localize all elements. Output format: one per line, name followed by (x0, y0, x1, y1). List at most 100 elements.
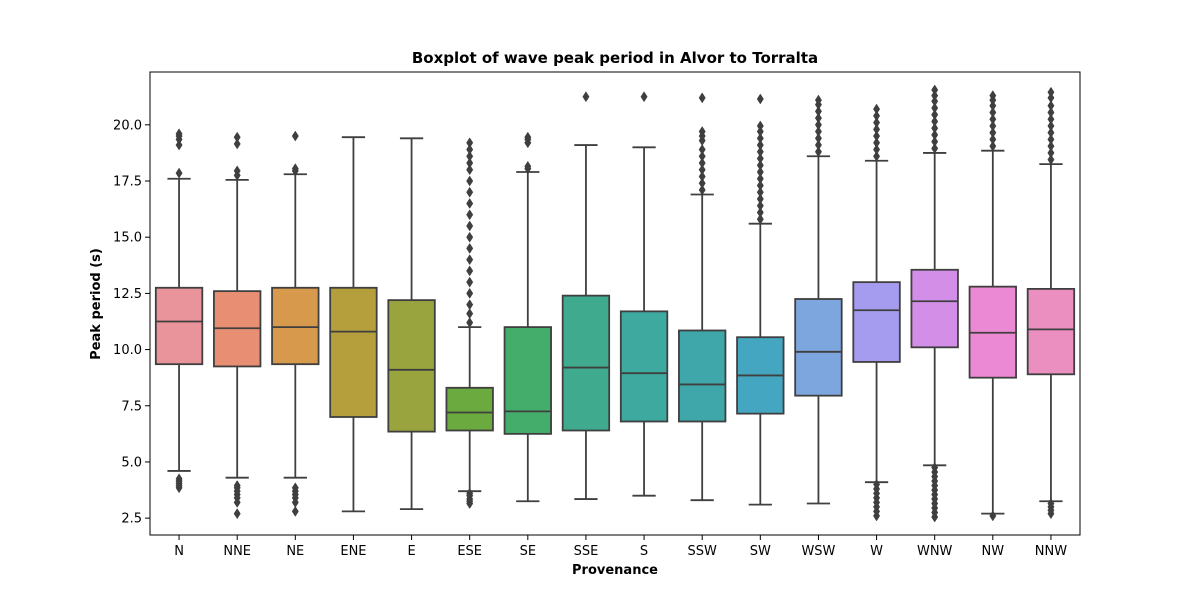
outlier-point (931, 462, 939, 474)
outlier-point (989, 106, 997, 118)
outlier-point (873, 103, 881, 115)
outlier-point (466, 254, 474, 266)
box-iqr (852, 281, 901, 363)
outlier-point (291, 482, 299, 494)
x-tick-label: ESE (457, 544, 482, 559)
outlier-point (756, 153, 764, 164)
outlier-point (291, 130, 299, 142)
box-iqr (154, 286, 204, 366)
outlier-point (466, 231, 474, 243)
y-tick-label: 5.0 (121, 455, 142, 470)
y-tick-label: 12.5 (113, 287, 142, 302)
x-tick-label: N (174, 544, 184, 559)
outlier-point (466, 137, 474, 149)
outlier-point (756, 126, 764, 138)
outlier-point (698, 144, 706, 156)
outlier-point (756, 186, 764, 198)
outlier-point (931, 129, 939, 141)
y-tick-label: 15.0 (113, 231, 142, 246)
y-tick-label: 2.5 (121, 512, 142, 527)
outlier-point (466, 487, 474, 499)
outlier-point (931, 90, 939, 102)
outlier-point (698, 126, 706, 138)
box-iqr (619, 310, 669, 423)
x-tick-label: WNW (917, 544, 953, 559)
outlier-point (698, 184, 706, 196)
x-tick-label: NNE (223, 544, 251, 559)
plot-area (154, 84, 1076, 523)
box-iqr (271, 286, 320, 366)
outlier-point (873, 137, 881, 149)
outlier-point (233, 508, 241, 520)
x-tick-label: SSW (688, 544, 718, 559)
x-tick-label: SW (750, 544, 771, 559)
y-tick-label: 7.5 (121, 399, 142, 414)
x-tick-label: NW (982, 544, 1005, 559)
outlier-point (756, 146, 764, 158)
outlier-point (814, 132, 822, 144)
box-group (678, 92, 727, 502)
outlier-point (814, 112, 822, 124)
outlier-point (698, 150, 706, 162)
outlier-point (756, 180, 764, 191)
box-group (503, 131, 552, 503)
outlier-point (1047, 92, 1055, 104)
outlier-point (989, 113, 997, 125)
outlier-point (175, 139, 183, 151)
box-group (852, 103, 901, 522)
outlier-point (756, 213, 764, 225)
y-tick-label: 17.5 (113, 175, 142, 190)
outlier-point (989, 140, 997, 152)
outlier-point (1047, 147, 1055, 159)
outlier-point (233, 131, 241, 143)
box-group (619, 91, 669, 497)
outlier-point (873, 123, 881, 135)
outlier-point (931, 136, 939, 148)
axes-frame (149, 71, 1081, 536)
box-iqr (445, 386, 494, 432)
outlier-point (233, 480, 241, 492)
outlier-point (175, 128, 183, 140)
outlier-point (756, 132, 764, 144)
outlier-point (582, 91, 590, 103)
outlier-point (931, 122, 939, 134)
outlier-point (698, 171, 706, 182)
outlier-point (931, 115, 939, 127)
outlier-point (873, 130, 881, 142)
outlier-point (698, 92, 706, 104)
box-group (561, 91, 611, 500)
y-axis-label: Peak period (s) (89, 248, 104, 360)
box-group (736, 93, 785, 506)
outlier-point (698, 164, 706, 176)
outlier-point (873, 117, 881, 129)
box-group (213, 131, 262, 520)
outlier-point (814, 146, 822, 158)
box-group (387, 137, 436, 511)
outlier-point (175, 167, 183, 179)
box-group (445, 137, 494, 509)
box-group (271, 130, 320, 517)
box-iqr (910, 268, 959, 349)
x-tick-label: NNW (1035, 544, 1067, 559)
outlier-point (1047, 113, 1055, 125)
outlier-point (756, 207, 764, 218)
outlier-point (989, 133, 997, 145)
outlier-point (989, 127, 997, 139)
outlier-point (756, 139, 764, 151)
outlier-point (1047, 106, 1055, 118)
outlier-point (466, 317, 474, 329)
outlier-point (466, 175, 474, 187)
outlier-point (1047, 86, 1055, 98)
outlier-point (1047, 127, 1055, 139)
outlier-point (466, 150, 474, 162)
box-group (154, 128, 204, 494)
x-tick-label: ENE (340, 544, 366, 559)
outlier-point (756, 159, 764, 171)
outlier-point (814, 94, 822, 106)
outlier-point (989, 510, 997, 522)
outlier-point (931, 95, 939, 107)
y-tick-label: 20.0 (113, 118, 142, 133)
outlier-point (466, 198, 474, 209)
box-group (329, 136, 378, 513)
